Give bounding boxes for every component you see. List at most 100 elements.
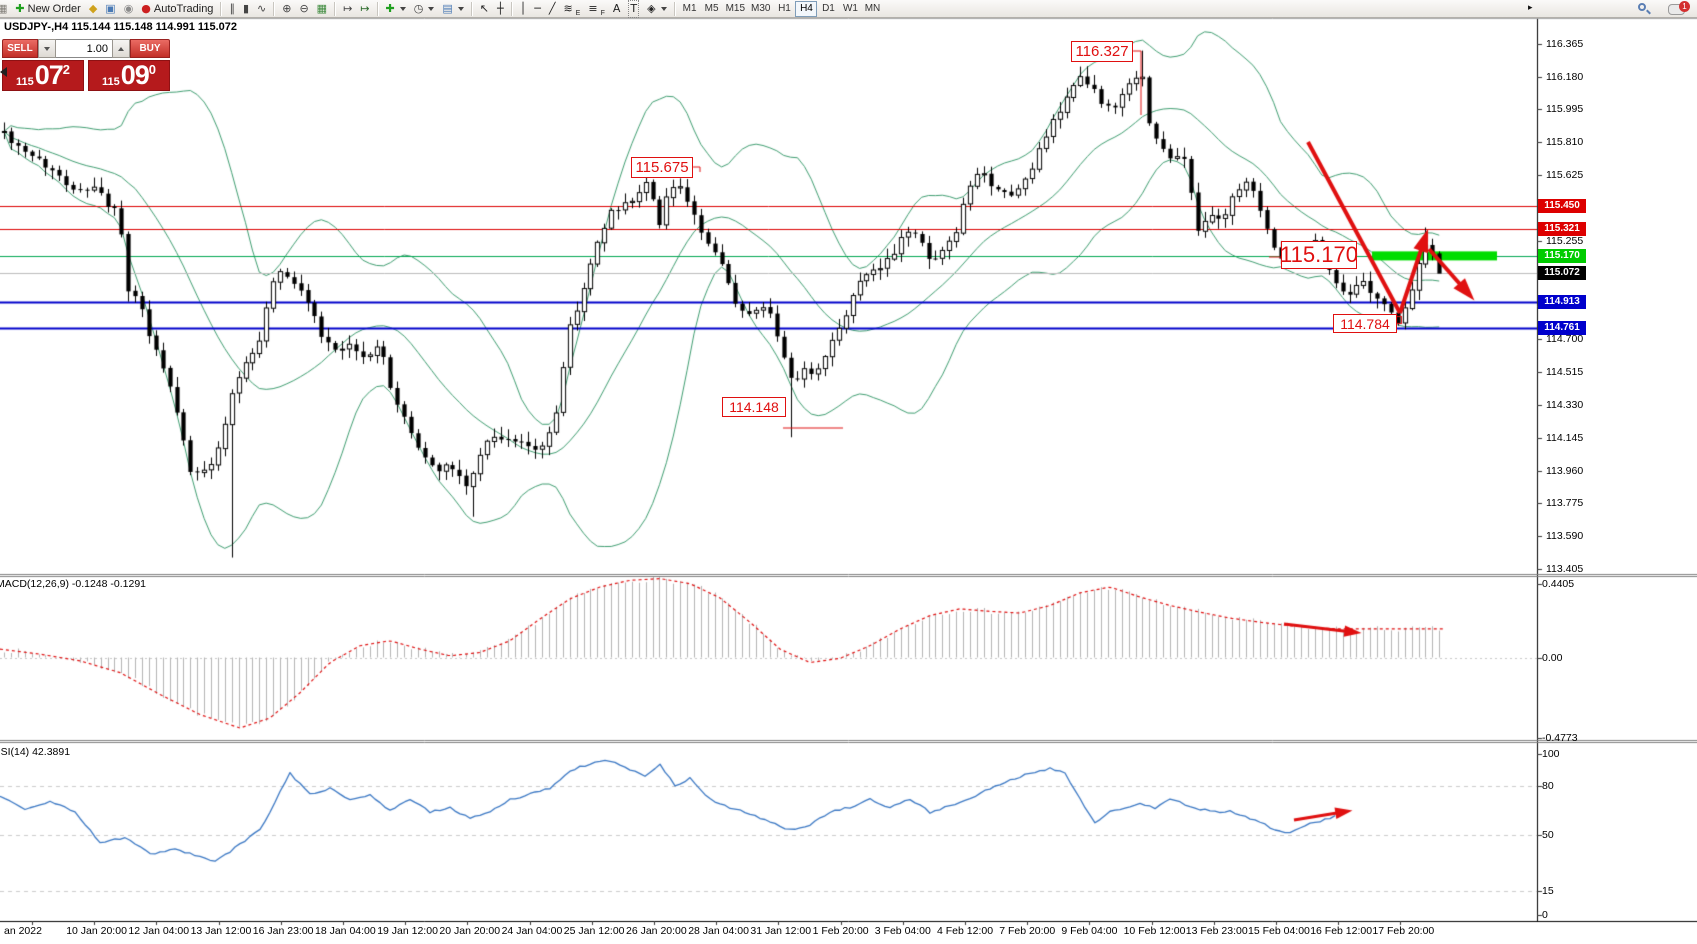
indicators-button[interactable]: ✚ bbox=[382, 1, 410, 17]
tile-windows-icon[interactable]: ▦ bbox=[313, 1, 331, 17]
time-axis-label: 31 Jan 12:00 bbox=[750, 925, 812, 937]
text-label-icon: T bbox=[628, 0, 640, 18]
zoom-in-icon[interactable]: ⊕ bbox=[278, 1, 295, 17]
price-tick: 114.515 bbox=[1546, 366, 1584, 379]
chart-shift-icon[interactable]: ↦ bbox=[356, 1, 373, 17]
time-axis-label: 13 Feb 23:00 bbox=[1185, 925, 1248, 937]
toolbar-buttons: ▦ ✚ New Order ◆ ▣ ◉ ● AutoTrading ∥ ▮ ∿ ⊕ ⊖ ▦ ↦ ↦ ✚ ◷ ▤ ↖ ┼ │… bbox=[0, 0, 883, 18]
timeframe-w1[interactable]: W1 bbox=[842, 3, 858, 14]
amount-input[interactable] bbox=[56, 39, 112, 58]
vertical-line-icon[interactable]: │ bbox=[516, 1, 531, 17]
timeframe-m15[interactable]: M15 bbox=[725, 3, 746, 14]
line-chart-icon[interactable]: ∿ bbox=[253, 1, 270, 17]
time-axis-label: 17 Feb 20:00 bbox=[1372, 925, 1435, 937]
amount-increase-button[interactable] bbox=[112, 39, 130, 58]
chevron-down-icon bbox=[457, 6, 464, 11]
horizontal-line-icon[interactable]: ─ bbox=[530, 1, 545, 17]
candlestick-chart-icon[interactable]: ▮ bbox=[239, 1, 253, 17]
toolbar-separator bbox=[273, 1, 276, 16]
trendline-icon[interactable]: ╱ bbox=[545, 1, 560, 17]
bar-chart-icon[interactable]: ∥ bbox=[225, 1, 239, 17]
chart-window-icon[interactable]: ▦ bbox=[0, 1, 11, 17]
crosshair-icon: ┼ bbox=[496, 1, 504, 15]
macd-label: MACD(12,26,9) -0.1248 -0.1291 bbox=[0, 578, 146, 590]
toolbar-separator bbox=[376, 1, 379, 16]
sell-price-small: 115 bbox=[15, 76, 34, 88]
price-annotation[interactable]: 114.148 bbox=[722, 397, 786, 417]
price-annotation[interactable]: 116.327 bbox=[1071, 41, 1133, 62]
timeframe-m30[interactable]: M30 bbox=[751, 3, 771, 14]
toolbar-overflow-icon[interactable]: ▸ bbox=[1528, 3, 1533, 13]
sell-button[interactable]: SELL bbox=[2, 39, 38, 58]
chevron-down-icon bbox=[399, 6, 406, 11]
buy-button[interactable]: BUY bbox=[130, 39, 170, 58]
timeframe-h1[interactable]: H1 bbox=[778, 3, 791, 14]
channel-icon: ≡ bbox=[588, 1, 598, 15]
price-level-badge: 114.761 bbox=[1538, 321, 1586, 336]
collapse-arrow-icon[interactable] bbox=[0, 67, 7, 77]
one-click-trading-panel: SELL BUY 115 07 2 115 09 0 bbox=[0, 39, 170, 91]
chart-window-icon: ▦ bbox=[0, 1, 8, 15]
price-annotation[interactable]: 114.784 bbox=[1333, 314, 1397, 333]
price-tick: 113.775 bbox=[1546, 497, 1584, 510]
cursor-icon[interactable]: ↖ bbox=[476, 1, 493, 17]
autotrading-button-label: AutoTrading bbox=[153, 2, 214, 15]
toolbar-separator bbox=[470, 1, 473, 16]
buy-price-small: 115 bbox=[101, 76, 120, 88]
time-axis-label: 10 Jan 20:00 bbox=[66, 925, 127, 937]
price-tick: 116.365 bbox=[1546, 37, 1584, 50]
sell-quote[interactable]: 115 07 2 bbox=[2, 60, 84, 91]
time-axis-label: an 2022 bbox=[4, 925, 42, 937]
timeframe-m5[interactable]: M5 bbox=[704, 3, 719, 14]
rsi-scale-tick: 80 bbox=[1542, 780, 1554, 793]
channel-icon[interactable]: ≡ F bbox=[584, 1, 609, 17]
price-tick: 116.180 bbox=[1546, 70, 1584, 83]
notifications-icon[interactable]: 1 bbox=[1668, 1, 1690, 15]
timeframe-h4[interactable]: H4 bbox=[795, 0, 818, 17]
price-tick: 113.405 bbox=[1546, 563, 1584, 576]
new-order-button-label: New Order bbox=[27, 2, 81, 15]
timeframe-mn[interactable]: MN bbox=[864, 3, 881, 14]
crosshair-icon[interactable]: ┼ bbox=[493, 1, 508, 17]
scroll-to-end-icon: ↦ bbox=[343, 1, 353, 15]
amount-decrease-button[interactable] bbox=[38, 39, 56, 58]
fibonacci-icon: ≋ bbox=[563, 1, 573, 15]
price-tick: 113.960 bbox=[1546, 464, 1584, 477]
time-axis-label: 20 Jan 20:00 bbox=[439, 925, 501, 937]
templates-button[interactable]: ▤ bbox=[438, 1, 467, 17]
timeframe-m1[interactable]: M1 bbox=[682, 3, 697, 14]
periods-button: ◷ bbox=[413, 1, 424, 15]
scroll-to-end-icon[interactable]: ↦ bbox=[339, 1, 356, 17]
price-annotation[interactable]: 115.675 bbox=[631, 157, 693, 178]
autotrading-button[interactable]: ● AutoTrading bbox=[137, 1, 217, 17]
text-icon[interactable]: A bbox=[609, 1, 625, 17]
rsi-label: RSI(14) 42.3891 bbox=[0, 746, 71, 758]
zoom-out-icon[interactable]: ⊖ bbox=[295, 1, 312, 17]
shapes-button[interactable]: ◈ bbox=[643, 1, 670, 17]
new-order-button[interactable]: ✚ New Order bbox=[11, 1, 84, 17]
periods-button[interactable]: ◷ bbox=[410, 1, 439, 17]
fibonacci-icon[interactable]: ≋ E bbox=[559, 1, 584, 17]
buy-quote[interactable]: 115 09 0 bbox=[88, 60, 170, 91]
chart-title: USDJPY-,H4 115.144 115.148 114.991 115.0… bbox=[4, 21, 238, 33]
time-axis-label: 19 Jan 12:00 bbox=[377, 925, 438, 937]
sell-price-big: 07 bbox=[34, 60, 64, 90]
toolbar: ▦ ✚ New Order ◆ ▣ ◉ ● AutoTrading ∥ ▮ ∿ ⊕ ⊖ ▦ ↦ ↦ ✚ ◷ ▤ ↖ ┼ │… bbox=[0, 0, 1697, 18]
trendline-icon: ╱ bbox=[548, 1, 556, 15]
data-window-icon[interactable]: ▣ bbox=[101, 1, 119, 17]
timeframe-d1[interactable]: D1 bbox=[822, 3, 835, 14]
toolbar-separator bbox=[220, 1, 223, 16]
market-watch-icon[interactable]: ◆ bbox=[85, 1, 101, 17]
time-axis-label: 9 Feb 04:00 bbox=[1061, 925, 1118, 937]
sell-price-sup: 2 bbox=[62, 62, 71, 77]
text-label-icon[interactable]: T bbox=[624, 0, 643, 18]
chart-shift-icon: ↦ bbox=[360, 1, 370, 15]
zoom-out-icon: ⊖ bbox=[299, 1, 309, 15]
price-annotation[interactable]: 115.170 bbox=[1280, 241, 1358, 269]
search-icon[interactable] bbox=[1638, 3, 1651, 15]
price-tick: 115.255 bbox=[1546, 234, 1584, 247]
signal-icon[interactable]: ◉ bbox=[120, 1, 138, 17]
autotrading-button: ● bbox=[141, 1, 151, 15]
